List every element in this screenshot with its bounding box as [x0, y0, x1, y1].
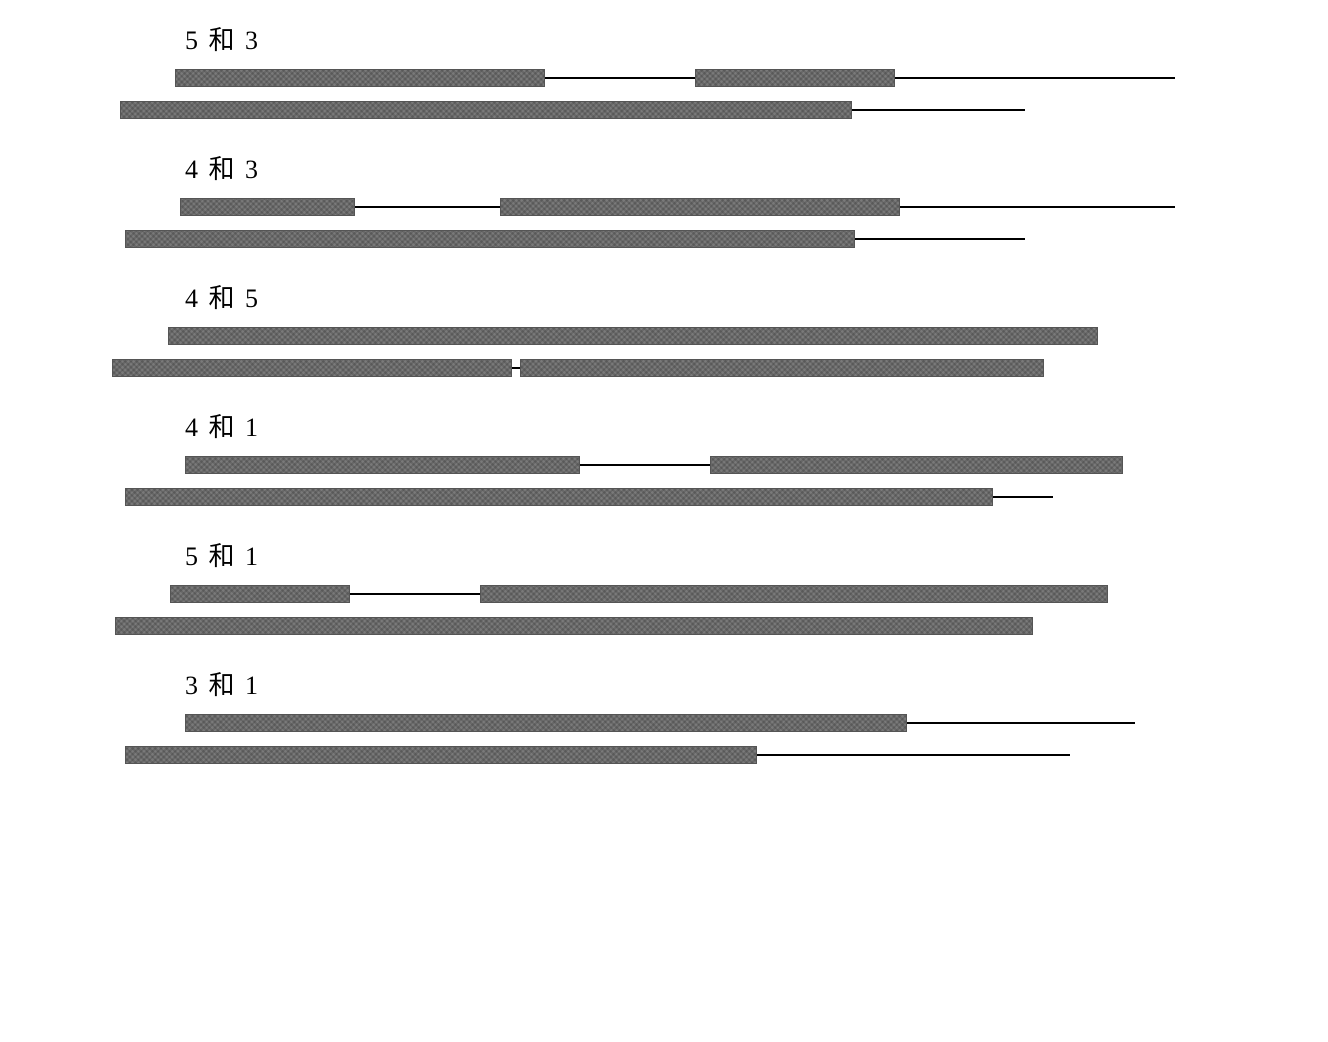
- bar-row: [125, 230, 1125, 248]
- segment: [480, 585, 1108, 603]
- group: 4 和 5: [100, 278, 1200, 377]
- bar-row: [125, 746, 1125, 764]
- bar-row: [170, 585, 1170, 603]
- group-label: 4 和 1: [185, 407, 1200, 444]
- bar-row: [180, 198, 1180, 216]
- segment: [500, 198, 900, 216]
- bar-row: [112, 359, 1112, 377]
- segment: [125, 230, 855, 248]
- segment: [120, 101, 852, 119]
- segment: [180, 198, 355, 216]
- bar-row: [168, 327, 1168, 345]
- group-label: 4 和 5: [185, 278, 1200, 315]
- bar-row: [120, 101, 1120, 119]
- group-label: 5 和 1: [185, 536, 1200, 573]
- group: 3 和 1: [100, 665, 1200, 764]
- segment: [710, 456, 1123, 474]
- segment: [168, 327, 1098, 345]
- group: 4 和 1: [100, 407, 1200, 506]
- group-label: 4 和 3: [185, 149, 1200, 186]
- group: 4 和 3: [100, 149, 1200, 248]
- segment: [125, 488, 993, 506]
- segment: [170, 585, 350, 603]
- bar-row: [175, 69, 1175, 87]
- segment: [695, 69, 895, 87]
- segment: [520, 359, 1044, 377]
- segment: [115, 617, 1033, 635]
- diagram-container: 5 和 3 4 和 3 4 和 5 4 和 1 5 和 1 3 和 1: [100, 20, 1200, 794]
- bar-row: [185, 714, 1185, 732]
- segment: [175, 69, 545, 87]
- bar-row: [115, 617, 1115, 635]
- bar-row: [125, 488, 1125, 506]
- group: 5 和 3: [100, 20, 1200, 119]
- segment: [185, 714, 907, 732]
- segment: [112, 359, 512, 377]
- segment: [185, 456, 580, 474]
- group: 5 和 1: [100, 536, 1200, 635]
- segment: [125, 746, 757, 764]
- group-label: 5 和 3: [185, 20, 1200, 57]
- bar-row: [185, 456, 1185, 474]
- group-label: 3 和 1: [185, 665, 1200, 702]
